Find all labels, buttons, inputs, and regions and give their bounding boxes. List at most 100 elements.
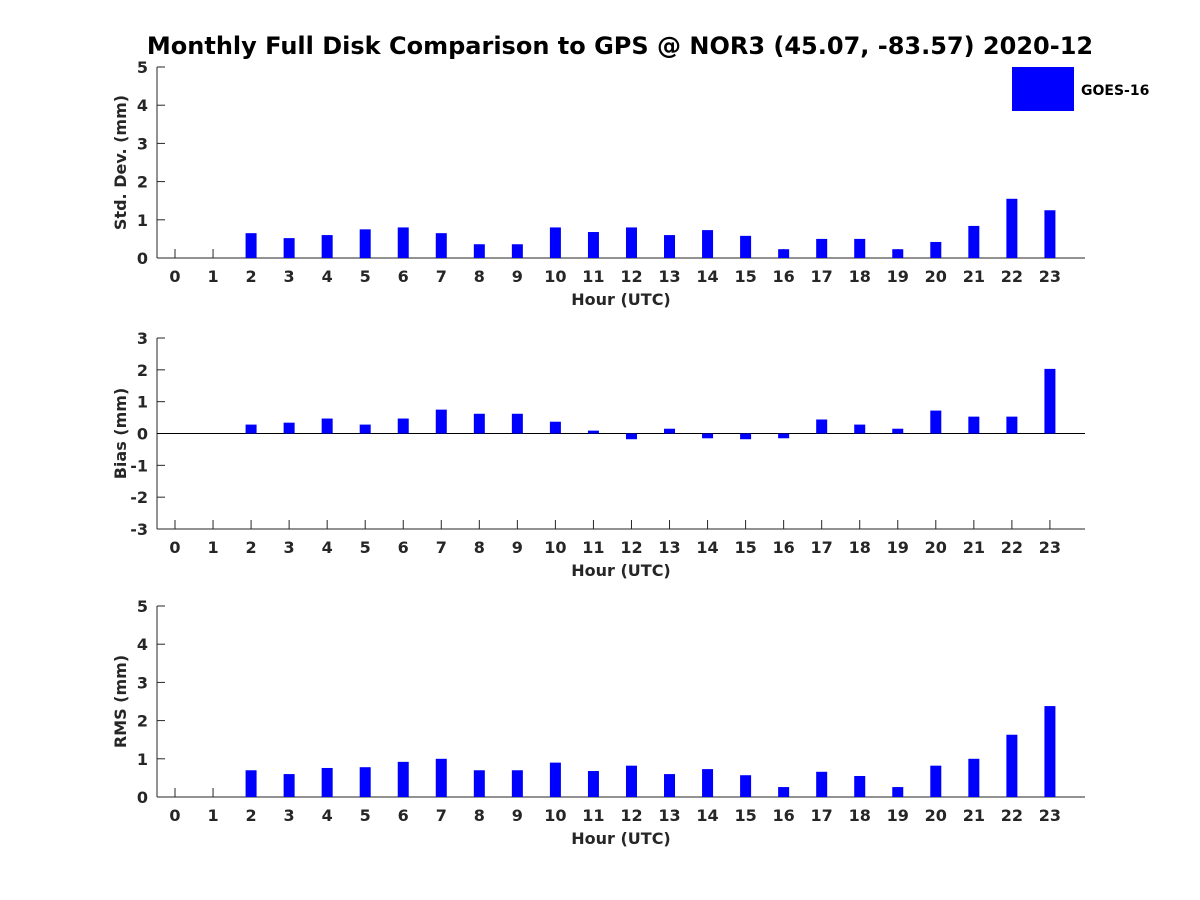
bar-std-8 <box>473 244 485 258</box>
bar-bias-5 <box>359 424 371 434</box>
bar-bias-12 <box>625 433 637 440</box>
bar-rms-3 <box>283 774 295 797</box>
bar-rms-11 <box>587 771 599 797</box>
x-tick-label-rms-9: 9 <box>512 806 523 825</box>
bar-bias-15 <box>740 433 752 440</box>
x-tick-label-bias-5: 5 <box>360 538 371 557</box>
bar-rms-4 <box>321 767 333 797</box>
bar-std-10 <box>549 227 561 258</box>
y-tick-label-bias-2: -1 <box>130 456 148 475</box>
bar-std-15 <box>740 235 752 258</box>
x-tick-label-bias-4: 4 <box>322 538 333 557</box>
bar-rms-7 <box>435 758 447 797</box>
bar-bias-23 <box>1044 368 1056 434</box>
x-tick-label-bias-20: 20 <box>925 538 947 557</box>
x-tick-label-std-1: 1 <box>207 267 218 286</box>
x-tick-label-rms-2: 2 <box>246 806 257 825</box>
x-tick-label-bias-10: 10 <box>544 538 566 557</box>
bar-bias-18 <box>854 424 866 434</box>
bar-rms-6 <box>397 761 409 797</box>
y-tick-label-bias-6: 3 <box>137 329 148 348</box>
y-tick-label-bias-0: -3 <box>130 520 148 539</box>
y-tick-label-std-2: 2 <box>137 173 148 192</box>
bar-rms-17 <box>816 771 828 797</box>
chart-title: Monthly Full Disk Comparison to GPS @ NO… <box>147 32 1093 60</box>
x-tick-label-bias-14: 14 <box>696 538 718 557</box>
bar-std-2 <box>245 233 257 258</box>
x-tick-label-std-5: 5 <box>360 267 371 286</box>
bar-bias-10 <box>549 421 561 434</box>
x-tick-label-bias-13: 13 <box>658 538 680 557</box>
x-tick-label-rms-4: 4 <box>322 806 333 825</box>
bar-bias-17 <box>816 419 828 434</box>
x-tick-label-rms-12: 12 <box>620 806 642 825</box>
y-tick-label-std-5: 5 <box>137 58 148 77</box>
x-tick-label-bias-21: 21 <box>963 538 985 557</box>
legend: GOES-16 <box>1012 67 1149 111</box>
bar-bias-13 <box>664 428 676 434</box>
x-axis-label-rms: Hour (UTC) <box>571 829 671 848</box>
bar-std-17 <box>816 238 828 258</box>
x-tick-label-rms-0: 0 <box>169 806 180 825</box>
x-tick-label-rms-21: 21 <box>963 806 985 825</box>
x-tick-label-std-14: 14 <box>696 267 718 286</box>
x-tick-label-bias-12: 12 <box>620 538 642 557</box>
x-tick-label-bias-17: 17 <box>811 538 833 557</box>
y-tick-label-bias-4: 1 <box>137 393 148 412</box>
x-axis-label-bias: Hour (UTC) <box>571 561 671 580</box>
bar-std-20 <box>930 241 942 258</box>
bar-bias-16 <box>778 433 790 439</box>
bar-std-11 <box>587 232 599 258</box>
x-tick-label-rms-7: 7 <box>436 806 447 825</box>
x-tick-label-std-12: 12 <box>620 267 642 286</box>
x-axis-label-std: Hour (UTC) <box>571 290 671 309</box>
x-tick-label-rms-6: 6 <box>398 806 409 825</box>
x-tick-label-std-7: 7 <box>436 267 447 286</box>
bar-bias-19 <box>892 428 904 434</box>
bar-rms-2 <box>245 770 257 797</box>
bar-rms-23 <box>1044 706 1056 797</box>
x-tick-label-rms-16: 16 <box>773 806 795 825</box>
x-tick-label-bias-15: 15 <box>734 538 756 557</box>
legend-label-goes-16: GOES-16 <box>1081 83 1149 99</box>
y-axis-label-rms: RMS (mm) <box>111 655 130 748</box>
x-tick-label-rms-15: 15 <box>734 806 756 825</box>
y-tick-label-std-1: 1 <box>137 211 148 230</box>
bar-rms-19 <box>892 787 904 797</box>
x-tick-label-rms-19: 19 <box>887 806 909 825</box>
x-tick-label-std-6: 6 <box>398 267 409 286</box>
bar-std-7 <box>435 233 447 258</box>
x-tick-label-bias-7: 7 <box>436 538 447 557</box>
y-axis-label-std: Std. Dev. (mm) <box>111 95 130 230</box>
bar-bias-3 <box>283 422 295 434</box>
bar-bias-20 <box>930 410 942 434</box>
bar-std-22 <box>1006 198 1018 258</box>
bar-bias-14 <box>702 433 714 439</box>
x-tick-label-std-0: 0 <box>169 267 180 286</box>
x-tick-label-rms-5: 5 <box>360 806 371 825</box>
x-tick-label-bias-18: 18 <box>849 538 871 557</box>
bar-bias-2 <box>245 424 257 434</box>
y-tick-label-std-0: 0 <box>137 249 148 268</box>
x-tick-label-rms-10: 10 <box>544 806 566 825</box>
bar-std-23 <box>1044 210 1056 258</box>
y-axis-label-bias: Bias (mm) <box>111 388 130 480</box>
y-tick-label-bias-5: 2 <box>137 361 148 380</box>
x-tick-label-std-19: 19 <box>887 267 909 286</box>
bar-rms-5 <box>359 767 371 797</box>
x-tick-label-std-2: 2 <box>246 267 257 286</box>
x-tick-label-rms-3: 3 <box>284 806 295 825</box>
x-tick-label-rms-18: 18 <box>849 806 871 825</box>
x-tick-label-std-17: 17 <box>811 267 833 286</box>
x-tick-label-bias-16: 16 <box>773 538 795 557</box>
bar-rms-12 <box>625 765 637 797</box>
bar-bias-21 <box>968 416 980 434</box>
bar-std-18 <box>854 238 866 258</box>
y-tick-label-std-4: 4 <box>137 96 148 115</box>
bar-rms-14 <box>702 769 714 797</box>
x-tick-label-rms-1: 1 <box>207 806 218 825</box>
x-tick-label-std-20: 20 <box>925 267 947 286</box>
